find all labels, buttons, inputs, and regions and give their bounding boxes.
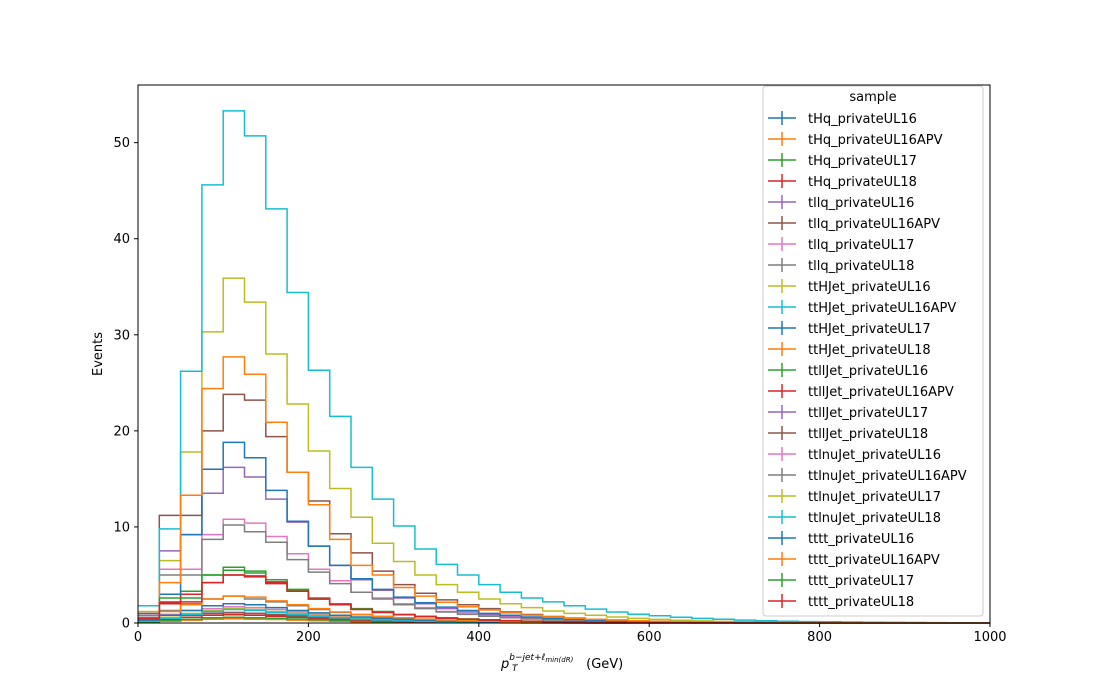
x-tick-label-3: 600 [637, 630, 662, 645]
x-tick-label-4: 800 [807, 630, 832, 645]
legend-label-3: tHq_privateUL18 [808, 175, 917, 190]
x-axis-label-sub: T [512, 664, 519, 674]
x-axis: 0 200 400 600 800 1000 [134, 623, 1007, 645]
legend-title: sample [849, 90, 896, 105]
x-axis-label-sup-sub: min(dR) [545, 656, 573, 664]
y-tick-label-0: 0 [122, 617, 130, 632]
legend: sample tHq_privateUL16 tHq_privateUL16APV… [762, 85, 984, 617]
y-tick-label-5: 50 [113, 136, 130, 151]
series-line-19 [138, 110, 990, 624]
legend-label-17: ttlnuJet_privateUL16APV [808, 469, 967, 484]
legend-label-22: tttt_privateUL17 [808, 574, 914, 589]
y-axis-label: Events [91, 332, 106, 376]
legend-label-23: tttt_privateUL18 [808, 595, 914, 610]
x-tick-label-5: 1000 [973, 630, 1006, 645]
y-tick-label-4: 40 [113, 232, 130, 247]
x-axis-label-sup-text: b−jet+ℓ [509, 653, 545, 663]
legend-label-19: ttlnuJet_privateUL18 [808, 511, 941, 526]
x-axis-label-unit: (GeV) [582, 657, 623, 672]
legend-label-9: ttHJet_privateUL16APV [808, 301, 956, 316]
legend-label-1: tHq_privateUL16APV [808, 133, 943, 148]
legend-label-4: tllq_privateUL16 [808, 196, 914, 211]
y-tick-label-1: 10 [113, 520, 130, 535]
legend-items: tHq_privateUL16 tHq_privateUL16APV tHq_pri… [768, 111, 967, 610]
legend-label-12: ttllJet_privateUL16 [808, 364, 928, 379]
legend-label-7: tllq_privateUL18 [808, 259, 914, 274]
x-axis-label-main: p [500, 657, 509, 672]
legend-label-13: ttllJet_privateUL16APV [808, 385, 954, 400]
legend-label-16: ttlnuJet_privateUL16 [808, 448, 941, 463]
plot-frame [137, 84, 991, 624]
legend-label-0: tHq_privateUL16 [808, 112, 917, 127]
legend-label-10: ttHJet_privateUL17 [808, 322, 931, 337]
legend-label-5: tllq_privateUL16APV [808, 217, 940, 232]
x-tick-label-1: 200 [296, 630, 321, 645]
legend-label-6: tllq_privateUL17 [808, 238, 914, 253]
legend-label-11: ttHJet_privateUL18 [808, 343, 931, 358]
x-axis-label: pb−jet+ℓmin(dR) T (GeV) [500, 653, 623, 674]
legend-label-21: tttt_privateUL16APV [808, 553, 940, 568]
legend-label-20: tttt_privateUL16 [808, 532, 914, 547]
x-tick-label-0: 0 [134, 630, 142, 645]
x-tick-label-2: 400 [466, 630, 491, 645]
legend-label-8: ttHJet_privateUL16 [808, 280, 931, 295]
legend-label-14: ttllJet_privateUL17 [808, 406, 928, 421]
legend-label-15: ttllJet_privateUL18 [808, 427, 928, 442]
x-axis-label-sup: b−jet+ℓmin(dR) [509, 653, 573, 664]
y-axis: 0 10 20 30 40 50 [113, 136, 138, 632]
legend-label-2: tHq_privateUL17 [808, 154, 917, 169]
y-tick-label-3: 30 [113, 328, 130, 343]
legend-frame [762, 85, 984, 617]
legend-label-18: ttlnuJet_privateUL17 [808, 490, 941, 505]
y-tick-label-2: 20 [113, 424, 130, 439]
